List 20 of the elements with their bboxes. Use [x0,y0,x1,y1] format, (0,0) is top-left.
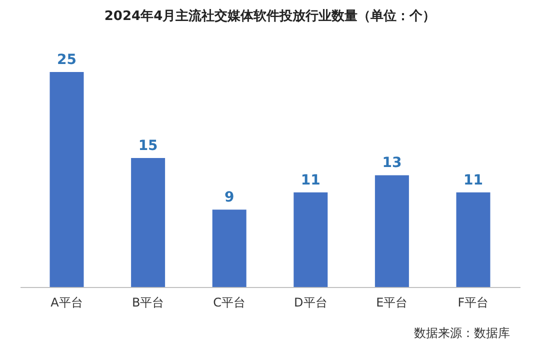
x-tick-label: E平台 [376,296,408,310]
bar [294,192,328,287]
data-label: 25 [57,52,76,68]
x-tick-label: F平台 [458,296,489,310]
bar [50,72,84,287]
x-tick-label: A平台 [50,296,83,310]
data-label: 11 [300,172,320,188]
data-label: 13 [382,155,402,172]
x-tick-label: D平台 [294,296,328,310]
x-tick-label: C平台 [213,296,246,310]
chart-title: 2024年4月主流社交媒体软件投放行业数量（单位：个） [104,8,436,24]
data-label: 11 [464,172,483,188]
source-note: 数据来源：数据库 [414,326,510,340]
bar [212,210,246,287]
bar [374,175,409,287]
data-label: 9 [224,190,234,206]
bar [131,158,166,287]
data-label: 15 [138,138,158,154]
x-tick-label: B平台 [132,296,164,310]
bar [456,192,490,287]
